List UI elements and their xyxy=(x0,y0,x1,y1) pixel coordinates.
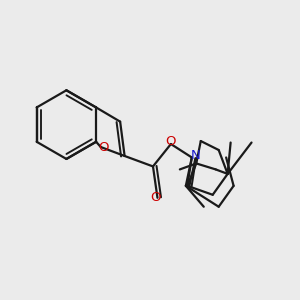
Text: O: O xyxy=(151,191,161,204)
Text: N: N xyxy=(190,148,200,162)
Text: O: O xyxy=(98,141,108,154)
Text: O: O xyxy=(166,134,176,148)
